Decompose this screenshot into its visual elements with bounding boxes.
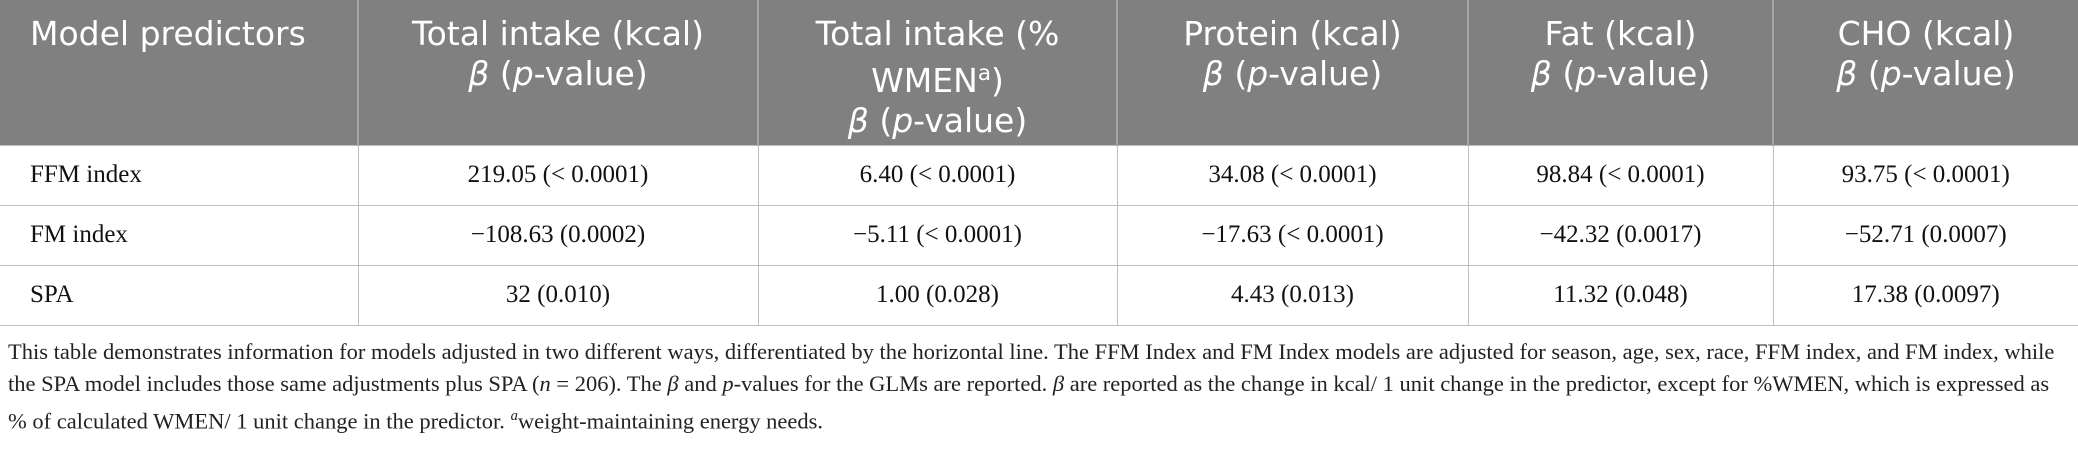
header-text: -value) xyxy=(1596,54,1711,93)
table-cell: 17.38 (0.0097) xyxy=(1772,264,2078,326)
header-cell: Total intake (kcal) β (p-value) xyxy=(358,0,759,145)
table-cell: 11.32 (0.048) xyxy=(1467,264,1774,326)
caption-text: are reported as the change in kcal/ 1 un… xyxy=(8,370,2050,434)
table-row: SPA 32 (0.010) 1.00 (0.028) 4.43 (0.013) 11.… xyxy=(0,264,2078,326)
footnote-mark: a xyxy=(511,408,518,424)
header-text: ( xyxy=(1562,54,1576,93)
table-cell: −42.32 (0.0017) xyxy=(1467,204,1774,266)
beta: β xyxy=(1202,54,1224,93)
header-cell: Protein (kcal) β (p-value) xyxy=(1117,0,1469,145)
table-cell: 4.43 (0.013) xyxy=(1116,264,1469,326)
header-text: Total intake (% xyxy=(815,14,1060,53)
caption-text: weight-maintaining energy needs. xyxy=(517,408,823,433)
header-text: ) xyxy=(990,61,1004,100)
header-cell: Total intake (% WMENa) β (p-value) xyxy=(758,0,1118,145)
header-cell: CHO (kcal) β (p-value) xyxy=(1773,0,2078,145)
beta: β xyxy=(847,101,869,140)
beta: β xyxy=(1530,54,1552,93)
header-text: ( xyxy=(1867,54,1881,93)
p-symbol: p xyxy=(1247,54,1269,93)
footnote-mark: a xyxy=(977,61,991,86)
table-cell: 32 (0.010) xyxy=(357,264,759,326)
caption-italic: n xyxy=(539,370,551,396)
table-cell: 6.40 (< 0.0001) xyxy=(757,144,1118,206)
row-label: SPA xyxy=(0,264,359,326)
table-cell: 34.08 (< 0.0001) xyxy=(1116,144,1469,206)
caption-italic: p xyxy=(722,370,734,396)
data-table: Model predictors Total intake (kcal) β (p… xyxy=(0,0,2078,326)
caption-italic: β xyxy=(1052,370,1065,396)
caption-italic: a xyxy=(510,407,518,424)
header-text: WMEN xyxy=(871,61,978,100)
header-text: -value) xyxy=(1268,54,1383,93)
table-row: FFM index 219.05 (< 0.0001) 6.40 (< 0.0001… xyxy=(0,144,2078,206)
header-text: ( xyxy=(1234,54,1248,93)
header-text: -value) xyxy=(913,101,1028,140)
header-text: Model predictors xyxy=(30,14,306,53)
table-cell: 219.05 (< 0.0001) xyxy=(357,144,759,206)
caption-text: and xyxy=(678,370,723,396)
header-cell: Model predictors xyxy=(0,0,359,145)
row-label: FM index xyxy=(0,204,359,266)
row-label: FFM index xyxy=(0,144,359,206)
p-symbol: p xyxy=(892,101,914,140)
p-symbol: p xyxy=(1880,54,1902,93)
table-cell: −5.11 (< 0.0001) xyxy=(757,204,1118,266)
header-text: CHO (kcal) xyxy=(1837,14,2015,53)
caption-text: -values for the GLMs are reported. xyxy=(733,370,1053,396)
beta: β xyxy=(468,54,490,93)
table-cell: −52.71 (0.0007) xyxy=(1772,204,2078,266)
caption-text: = 206). The xyxy=(550,370,668,396)
beta: β xyxy=(1836,54,1858,93)
header-text: -value) xyxy=(533,54,648,93)
header-text: ( xyxy=(499,54,513,93)
caption: This table demonstrates information for … xyxy=(0,326,2078,438)
header-cell: Fat (kcal) β (p-value) xyxy=(1468,0,1774,145)
caption-italic: β xyxy=(667,370,679,396)
table-cell: −17.63 (< 0.0001) xyxy=(1116,204,1469,266)
table-body: FFM index 219.05 (< 0.0001) 6.40 (< 0.0001… xyxy=(0,144,2078,326)
header-text: Fat (kcal) xyxy=(1544,14,1697,53)
caption-text: This table demonstrates information for … xyxy=(8,338,2055,396)
header-row: Model predictors Total intake (kcal) β (p… xyxy=(0,0,2078,145)
header-text: -value) xyxy=(1901,54,2016,93)
table-cell: 93.75 (< 0.0001) xyxy=(1772,144,2078,206)
header-text: Total intake (kcal) xyxy=(412,14,704,53)
table-cell: −108.63 (0.0002) xyxy=(357,204,759,266)
header-text: ( xyxy=(879,101,893,140)
table-header: Model predictors Total intake (kcal) β (p… xyxy=(0,0,2078,145)
header-text: Protein (kcal) xyxy=(1183,14,1402,53)
table-row: FM index −108.63 (0.0002) −5.11 (< 0.0001)… xyxy=(0,204,2078,266)
table-cell: 1.00 (0.028) xyxy=(757,264,1118,326)
p-symbol: p xyxy=(512,54,534,93)
p-symbol: p xyxy=(1575,54,1597,93)
table-cell: 98.84 (< 0.0001) xyxy=(1467,144,1774,206)
